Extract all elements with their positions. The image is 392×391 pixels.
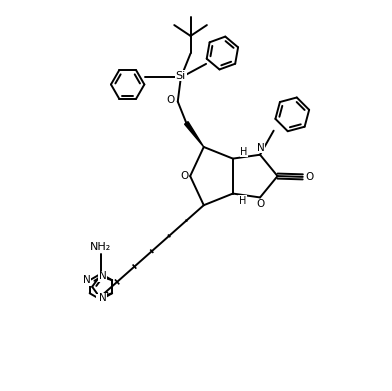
Text: NH₂: NH₂: [90, 242, 111, 251]
Text: H: H: [239, 196, 246, 206]
Text: O: O: [167, 95, 175, 105]
Text: O: O: [306, 172, 314, 182]
Text: O: O: [256, 199, 264, 210]
Text: N: N: [257, 143, 265, 153]
Text: H: H: [240, 147, 247, 157]
Text: Si: Si: [176, 71, 186, 81]
Text: N: N: [97, 295, 105, 305]
Text: O: O: [180, 171, 189, 181]
Text: N: N: [99, 293, 107, 303]
Text: N: N: [83, 275, 91, 285]
Text: N: N: [99, 271, 107, 281]
Polygon shape: [185, 122, 204, 147]
